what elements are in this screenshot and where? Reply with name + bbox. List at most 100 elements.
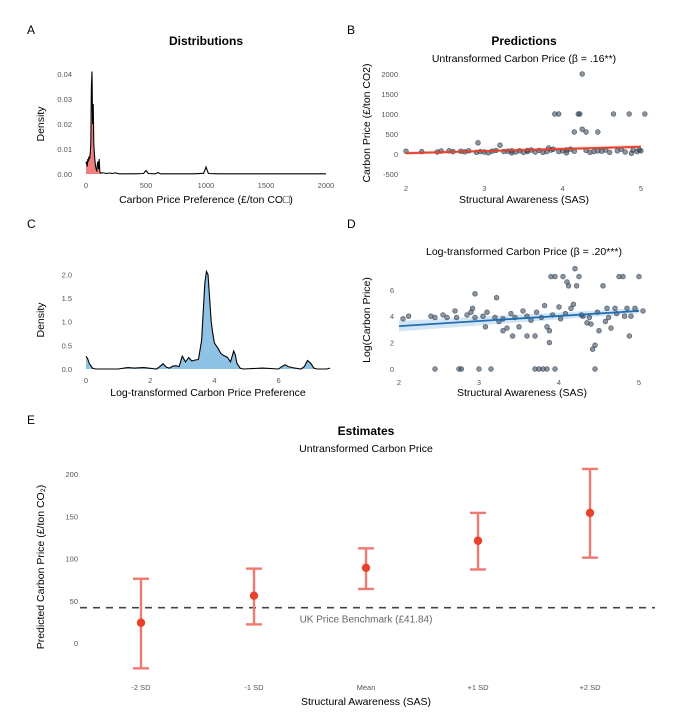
x-tick-label: 4 bbox=[557, 378, 561, 387]
x-tick-label: 2 bbox=[397, 378, 401, 387]
data-point bbox=[608, 325, 614, 331]
y-tick-label: 150 bbox=[65, 512, 78, 521]
data-point bbox=[577, 111, 583, 117]
data-point bbox=[592, 342, 598, 348]
data-point bbox=[621, 313, 628, 319]
x-tick-label: 4 bbox=[212, 376, 216, 385]
panel-b-title: Predictions bbox=[491, 34, 557, 48]
data-point bbox=[480, 313, 486, 319]
data-point bbox=[571, 129, 577, 135]
data-point bbox=[453, 314, 460, 321]
data-point bbox=[400, 316, 406, 322]
data-point bbox=[493, 295, 500, 301]
x-tick-label: 6 bbox=[277, 376, 281, 385]
panel-b-subtitle: Untransformed Carbon Price (β = .16**) bbox=[432, 53, 616, 65]
x-tick-label: +1 SD bbox=[467, 683, 489, 692]
data-point bbox=[642, 111, 648, 117]
data-point bbox=[516, 324, 522, 330]
data-point bbox=[573, 283, 580, 289]
y-tick-label: 0.02 bbox=[57, 120, 72, 129]
data-point bbox=[556, 304, 562, 310]
data-point bbox=[488, 366, 494, 372]
panel-letter-e: E bbox=[27, 413, 35, 427]
x-tick-label: 5 bbox=[639, 184, 643, 193]
data-point bbox=[636, 273, 642, 280]
data-point bbox=[432, 366, 438, 372]
density-line bbox=[85, 269, 331, 370]
y-tick-label: 0.04 bbox=[57, 70, 72, 79]
y-tick-label: 0.01 bbox=[57, 145, 72, 154]
y-tick-label: 500 bbox=[385, 130, 398, 139]
data-point bbox=[476, 366, 482, 372]
data-point bbox=[405, 313, 412, 319]
x-tick-label: 3 bbox=[477, 378, 481, 387]
data-point bbox=[605, 314, 612, 321]
panel-b-xlabel: Structural Awareness (SAS) bbox=[459, 194, 589, 206]
y-tick-label: 2000 bbox=[381, 70, 398, 79]
data-point bbox=[552, 366, 558, 372]
data-point bbox=[612, 305, 618, 311]
data-point bbox=[484, 309, 490, 315]
data-point bbox=[560, 273, 566, 280]
y-tick-label: 4 bbox=[390, 312, 394, 321]
data-point bbox=[620, 273, 626, 280]
x-tick-label: 3 bbox=[482, 184, 486, 193]
data-point bbox=[588, 321, 594, 327]
panel-e-marks: 0 50 100 150 200 -2 SD -1 SD Mean +1 SD +2 SD UK P… bbox=[65, 467, 655, 692]
panel-c-density-log: C Log-transformed Carbon Price Preferenc… bbox=[27, 217, 331, 399]
x-tick-label: 2000 bbox=[318, 181, 335, 190]
estimate-point bbox=[136, 618, 146, 627]
data-point bbox=[452, 308, 458, 314]
data-point bbox=[497, 142, 503, 148]
data-point bbox=[532, 333, 538, 339]
data-point bbox=[586, 314, 593, 321]
data-point bbox=[541, 302, 548, 309]
y-tick-label: 2.0 bbox=[62, 270, 72, 279]
y-tick-label: 50 bbox=[70, 597, 78, 606]
density-fill bbox=[86, 271, 330, 369]
data-point bbox=[469, 305, 476, 311]
data-point bbox=[636, 147, 642, 153]
data-point bbox=[432, 314, 438, 321]
y-tick-label: 0 bbox=[394, 150, 398, 159]
y-tick-label: 0 bbox=[390, 365, 394, 374]
data-point bbox=[546, 328, 553, 334]
y-tick-label: 0 bbox=[74, 639, 78, 648]
panel-a-density-raw: A Distributions Carbon Price Preference … bbox=[27, 23, 334, 206]
data-point bbox=[504, 325, 510, 331]
panel-c-xlabel: Log-transformed Carbon Price Preference bbox=[110, 387, 306, 399]
y-tick-label: 0.03 bbox=[57, 95, 72, 104]
data-point bbox=[592, 366, 598, 372]
data-point bbox=[579, 71, 585, 77]
data-point bbox=[552, 273, 558, 280]
x-tick-label: -1 SD bbox=[244, 683, 264, 692]
x-tick-label: 1500 bbox=[258, 181, 275, 190]
y-tick-label: 0.00 bbox=[57, 170, 72, 179]
data-point bbox=[509, 333, 516, 339]
data-point bbox=[440, 312, 446, 318]
data-point bbox=[544, 366, 550, 372]
data-point bbox=[557, 316, 564, 322]
data-point bbox=[544, 324, 550, 330]
data-point bbox=[568, 305, 574, 311]
panel-letter-b: B bbox=[347, 23, 355, 37]
panel-b-ylabel: Carbon Price (£/ton CO2) bbox=[361, 63, 373, 182]
regression-line bbox=[398, 310, 640, 327]
data-point bbox=[600, 283, 606, 289]
data-point bbox=[596, 328, 602, 334]
panel-e-xlabel: Structural Awareness (SAS) bbox=[301, 696, 431, 708]
data-point bbox=[595, 129, 601, 135]
data-point bbox=[602, 318, 609, 325]
y-tick-label: 0.5 bbox=[62, 341, 72, 350]
density-line bbox=[85, 71, 326, 175]
y-tick-label: -500 bbox=[383, 170, 398, 179]
x-tick-label: 2 bbox=[148, 376, 152, 385]
data-point bbox=[624, 305, 630, 311]
data-point bbox=[472, 314, 478, 321]
estimate-point bbox=[585, 508, 595, 518]
data-point bbox=[628, 313, 634, 319]
data-point bbox=[464, 312, 470, 318]
data-point bbox=[475, 140, 481, 146]
panel-a-ylabel: Density bbox=[35, 106, 47, 142]
